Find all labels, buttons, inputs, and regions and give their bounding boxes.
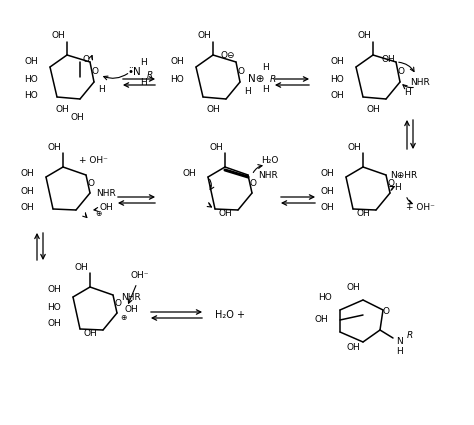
Text: OH: OH (330, 91, 344, 99)
Text: HO: HO (47, 303, 61, 312)
Text: O: O (249, 178, 256, 187)
Text: OH: OH (47, 318, 61, 328)
Text: H: H (99, 85, 105, 94)
Text: OH: OH (218, 209, 232, 218)
Text: N: N (397, 337, 403, 346)
Text: HO: HO (24, 91, 38, 99)
Text: H₂O +: H₂O + (215, 310, 245, 320)
Text: O⊖: O⊖ (221, 51, 235, 60)
Text: •̈N: •̈N (127, 67, 141, 77)
Text: NHR: NHR (96, 189, 116, 198)
Text: + OH⁻: + OH⁻ (79, 156, 108, 164)
Text: O: O (237, 66, 245, 76)
Text: OH: OH (320, 202, 334, 212)
Text: N⊕HR: N⊕HR (391, 170, 418, 179)
Text: O: O (88, 178, 94, 187)
Text: OH: OH (99, 202, 113, 212)
Text: OH: OH (320, 187, 334, 196)
Text: HO: HO (170, 74, 184, 83)
Text: OH: OH (347, 142, 361, 151)
Text: O: O (383, 308, 390, 317)
Text: OH: OH (357, 31, 371, 40)
Text: HO: HO (24, 74, 38, 83)
Text: OH: OH (70, 113, 84, 122)
Text: O: O (398, 66, 404, 76)
Text: O: O (91, 66, 99, 76)
Text: OH: OH (51, 31, 65, 40)
Text: OH⁻: OH⁻ (131, 270, 149, 280)
Text: OH: OH (381, 54, 395, 63)
Text: OH: OH (20, 168, 34, 178)
Text: O: O (115, 298, 121, 308)
Text: OH: OH (346, 283, 360, 292)
Text: OH: OH (320, 168, 334, 178)
Text: OH: OH (24, 57, 38, 65)
Text: H: H (245, 87, 251, 96)
Text: H: H (405, 88, 411, 96)
Text: N⊕: N⊕ (248, 74, 264, 84)
Text: OH: OH (47, 284, 61, 294)
Text: H: H (395, 182, 401, 192)
Text: OH: OH (356, 209, 370, 218)
Text: OH: OH (346, 343, 360, 352)
Text: + OH⁻: + OH⁻ (406, 202, 435, 212)
Text: NHR: NHR (410, 77, 430, 87)
Text: H₂O: H₂O (261, 156, 279, 164)
Text: R: R (147, 71, 153, 79)
Text: OH: OH (197, 31, 211, 40)
Text: OH: OH (47, 142, 61, 151)
Text: OH: OH (20, 187, 34, 196)
Text: OH: OH (206, 105, 220, 113)
Text: HO: HO (318, 294, 332, 303)
Text: NHR: NHR (121, 292, 141, 301)
Text: ⊕: ⊕ (120, 312, 126, 321)
Text: H: H (141, 57, 147, 66)
Text: H: H (263, 85, 269, 94)
Text: O: O (388, 178, 394, 187)
Text: OH: OH (55, 105, 69, 113)
Text: NHR: NHR (258, 170, 278, 179)
Text: H: H (263, 62, 269, 71)
Text: OH: OH (366, 105, 380, 113)
Text: H: H (141, 77, 147, 87)
Text: R: R (270, 74, 276, 83)
Text: OH: OH (170, 57, 184, 65)
Text: OH: OH (74, 263, 88, 272)
Text: R: R (407, 331, 413, 340)
Text: O: O (82, 54, 90, 63)
Text: H: H (397, 348, 403, 357)
Text: OH: OH (182, 168, 196, 178)
Text: OH: OH (314, 315, 328, 325)
Text: OH: OH (330, 57, 344, 65)
Text: ⊕: ⊕ (95, 209, 101, 218)
Text: HO: HO (330, 74, 344, 83)
Text: OH: OH (124, 306, 138, 314)
Text: OH: OH (20, 202, 34, 212)
Text: OH: OH (209, 142, 223, 151)
Text: OH: OH (83, 329, 97, 337)
